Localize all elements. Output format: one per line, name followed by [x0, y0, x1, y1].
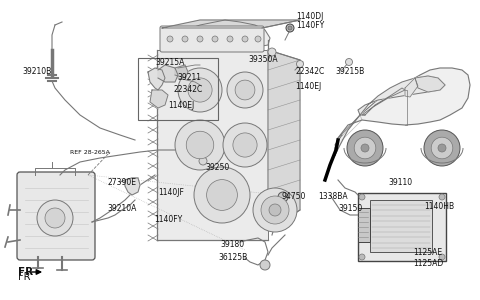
Circle shape — [255, 36, 261, 42]
Circle shape — [199, 157, 207, 165]
Circle shape — [233, 133, 257, 157]
Polygon shape — [125, 178, 140, 195]
Circle shape — [268, 48, 276, 56]
Circle shape — [439, 254, 445, 260]
Text: 39211: 39211 — [177, 73, 201, 82]
Circle shape — [45, 208, 65, 228]
Text: 39250: 39250 — [205, 163, 229, 172]
Text: 39110: 39110 — [388, 178, 412, 187]
Circle shape — [286, 24, 294, 32]
Bar — [138, 58, 218, 120]
Polygon shape — [415, 76, 445, 92]
Circle shape — [439, 194, 445, 200]
Circle shape — [175, 120, 225, 170]
Circle shape — [359, 254, 365, 260]
Text: 1125AD: 1125AD — [413, 259, 443, 268]
Text: 94750: 94750 — [282, 192, 306, 201]
Text: 1338BA: 1338BA — [318, 192, 348, 201]
FancyBboxPatch shape — [17, 172, 95, 260]
Text: 1140HB: 1140HB — [424, 202, 454, 211]
Text: 1140EJ: 1140EJ — [295, 82, 321, 91]
Polygon shape — [175, 65, 188, 78]
Circle shape — [37, 200, 73, 236]
Text: 1140DJ: 1140DJ — [296, 12, 324, 21]
Text: 1140FY: 1140FY — [154, 215, 182, 224]
Text: 1140EJ: 1140EJ — [168, 101, 194, 110]
Circle shape — [182, 36, 188, 42]
Polygon shape — [170, 20, 270, 50]
Circle shape — [288, 26, 292, 30]
Text: 1125AE: 1125AE — [413, 248, 442, 257]
Bar — [157, 50, 268, 240]
Circle shape — [197, 36, 203, 42]
Circle shape — [227, 36, 233, 42]
Circle shape — [260, 260, 270, 270]
Text: FR: FR — [18, 272, 31, 282]
Circle shape — [206, 180, 238, 210]
Text: 39215A: 39215A — [155, 58, 184, 67]
FancyBboxPatch shape — [160, 26, 264, 52]
Circle shape — [223, 123, 267, 167]
Circle shape — [227, 72, 263, 108]
Polygon shape — [405, 78, 418, 97]
Circle shape — [253, 188, 297, 232]
Polygon shape — [162, 20, 300, 28]
Bar — [358, 208, 370, 242]
Circle shape — [431, 137, 453, 159]
Text: 39180: 39180 — [220, 240, 244, 249]
Circle shape — [269, 204, 281, 216]
Text: 22342C: 22342C — [173, 85, 202, 94]
Bar — [358, 193, 446, 261]
Circle shape — [178, 68, 222, 112]
Polygon shape — [358, 76, 445, 115]
Text: 1140JF: 1140JF — [158, 188, 184, 197]
Circle shape — [359, 194, 365, 200]
Circle shape — [438, 144, 446, 152]
Circle shape — [167, 36, 173, 42]
Text: 39210A: 39210A — [107, 204, 136, 213]
Circle shape — [361, 144, 369, 152]
Circle shape — [235, 80, 255, 100]
Polygon shape — [335, 68, 470, 155]
Circle shape — [278, 192, 288, 202]
Circle shape — [242, 36, 248, 42]
Circle shape — [261, 196, 289, 224]
Circle shape — [188, 78, 212, 102]
Polygon shape — [268, 50, 300, 230]
Bar — [370, 200, 432, 252]
Circle shape — [424, 130, 460, 166]
Polygon shape — [148, 68, 165, 90]
Text: 39215B: 39215B — [335, 67, 364, 76]
Text: FR: FR — [18, 267, 33, 277]
Polygon shape — [150, 90, 168, 108]
Circle shape — [186, 131, 214, 159]
Circle shape — [297, 61, 303, 68]
Text: 39210B: 39210B — [22, 67, 51, 76]
Text: REF 28-265A: REF 28-265A — [70, 150, 110, 155]
Text: 39350A: 39350A — [248, 55, 277, 64]
Text: 22342C: 22342C — [295, 67, 324, 76]
Text: 39150: 39150 — [338, 204, 362, 213]
Text: 36125B: 36125B — [218, 253, 247, 262]
Polygon shape — [362, 88, 405, 115]
Polygon shape — [158, 65, 178, 82]
Circle shape — [346, 58, 352, 65]
Text: 1140FY: 1140FY — [296, 21, 324, 30]
Circle shape — [347, 130, 383, 166]
Text: 27390E: 27390E — [108, 178, 137, 187]
Circle shape — [194, 167, 250, 223]
Circle shape — [354, 137, 376, 159]
Circle shape — [212, 36, 218, 42]
